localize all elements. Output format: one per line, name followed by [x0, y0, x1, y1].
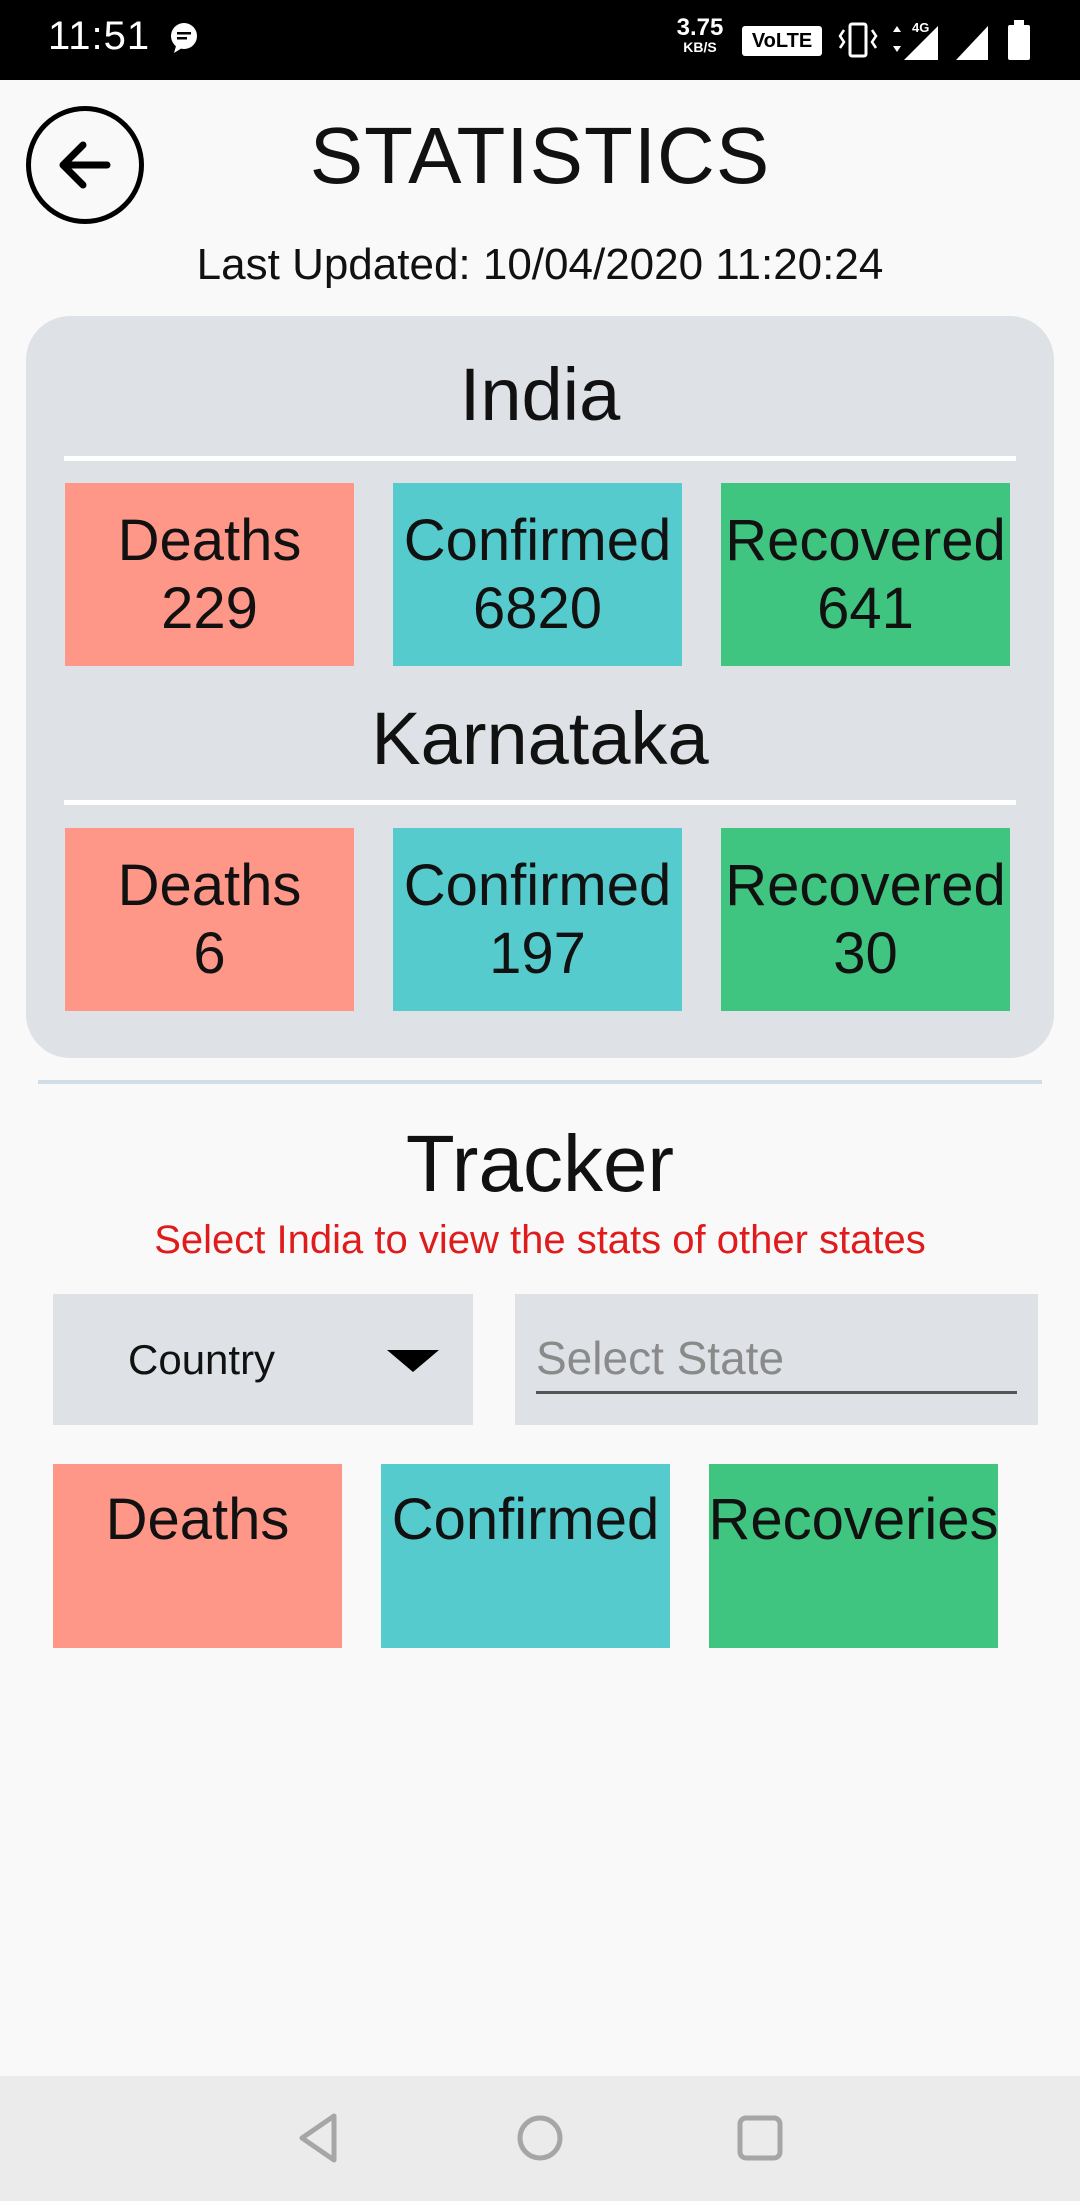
stat-value: 6820	[472, 575, 603, 641]
region-title-karnataka: Karnataka	[371, 697, 709, 780]
vibrate-icon	[838, 22, 878, 58]
region-divider	[64, 456, 1016, 461]
nav-back-icon[interactable]	[288, 2106, 352, 2170]
stat-label: Deaths	[117, 852, 302, 918]
signal-4g-icon: 4G	[893, 20, 938, 60]
stat-label: Recovered	[725, 852, 1006, 918]
tracker-title: Tracker	[405, 1119, 675, 1208]
karnataka-deaths-box: Deaths 6	[65, 828, 354, 1011]
nav-home-icon[interactable]	[508, 2106, 572, 2170]
battery-icon	[1008, 20, 1030, 60]
arrow-left-icon	[59, 141, 111, 189]
network-type-label: 4G	[912, 20, 929, 35]
stat-value: 197	[489, 920, 586, 986]
caret-down-icon	[387, 1350, 439, 1372]
navigation-bar	[0, 2076, 1080, 2201]
india-confirmed-box: Confirmed 6820	[393, 483, 682, 666]
signal-icon	[956, 26, 988, 60]
country-dropdown-value: Country	[128, 1336, 276, 1383]
tracker-hint: Select India to view the stats of other …	[154, 1218, 926, 1262]
stat-value: 30	[833, 920, 898, 986]
india-deaths-box: Deaths 229	[65, 483, 354, 666]
message-notification-icon	[171, 23, 197, 53]
state-field	[515, 1294, 1038, 1425]
tracker-recoveries-box: Recoveries	[708, 1464, 999, 1648]
back-button[interactable]	[26, 106, 144, 224]
karnataka-recovered-box: Recovered 30	[721, 828, 1010, 1011]
volte-badge: VoLTE	[742, 26, 822, 56]
country-dropdown[interactable]: Country	[53, 1294, 473, 1425]
stat-label: Deaths	[117, 507, 302, 573]
tracker-deaths-box: Deaths	[53, 1464, 342, 1648]
section-divider	[38, 1080, 1042, 1084]
state-input[interactable]	[536, 1324, 1017, 1394]
status-bar: 11:51 3.75 KB/S VoLTE 4G	[0, 0, 1080, 80]
stat-label: Confirmed	[403, 852, 672, 918]
stat-value: 6	[193, 920, 226, 986]
karnataka-confirmed-box: Confirmed 197	[393, 828, 682, 1011]
network-speed-unit: KB/S	[683, 39, 717, 55]
stats-card: India Deaths 229 Confirmed 6820 Recovere…	[26, 316, 1054, 1058]
page-title: STATISTICS	[309, 111, 771, 200]
last-updated: Last Updated: 10/04/2020 11:20:24	[196, 240, 884, 289]
stat-label: Recovered	[725, 507, 1006, 573]
nav-recents-icon[interactable]	[728, 2106, 792, 2170]
region-divider	[64, 800, 1016, 805]
network-speed: 3.75 KB/S	[672, 14, 728, 55]
stat-label: Confirmed	[403, 507, 672, 573]
network-speed-value: 3.75	[676, 14, 724, 41]
region-title-india: India	[459, 353, 621, 436]
india-recovered-box: Recovered 641	[721, 483, 1010, 666]
stat-value: 641	[817, 575, 914, 641]
stat-value: 229	[161, 575, 258, 641]
status-time: 11:51	[48, 14, 151, 58]
tracker-confirmed-box: Confirmed	[381, 1464, 670, 1648]
